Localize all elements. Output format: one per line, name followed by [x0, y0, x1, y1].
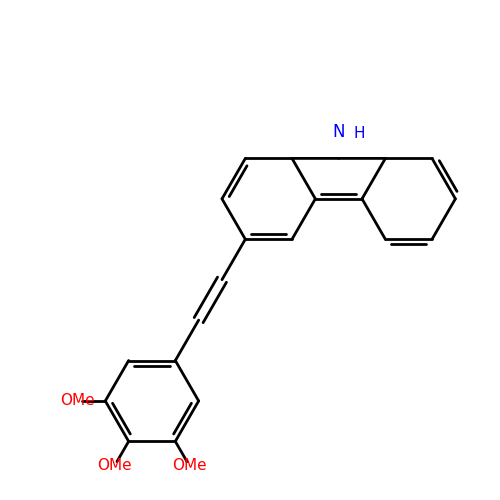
Text: N: N [332, 122, 345, 140]
Text: H: H [354, 126, 365, 140]
Text: OMe: OMe [60, 394, 94, 408]
Text: OMe: OMe [172, 458, 207, 473]
Text: OMe: OMe [97, 458, 132, 473]
